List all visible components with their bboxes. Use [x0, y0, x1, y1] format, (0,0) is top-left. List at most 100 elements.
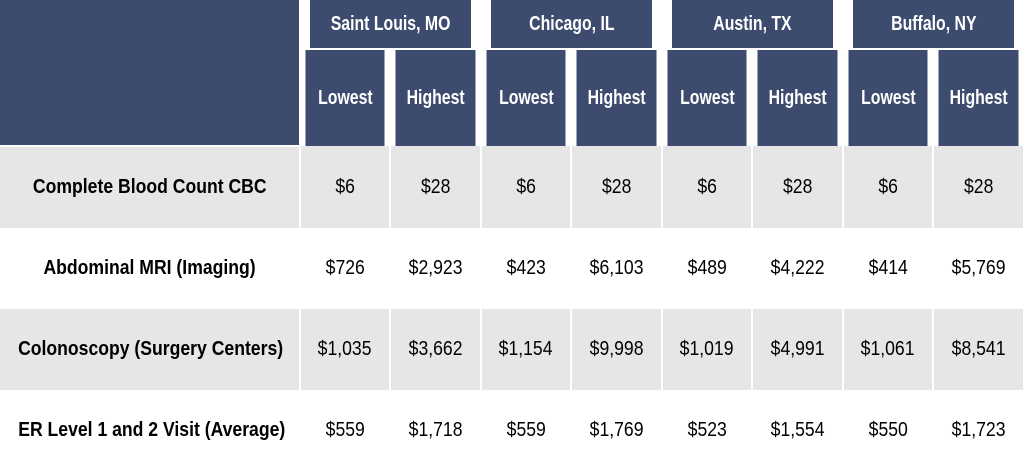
header-lowest: Lowest: [484, 49, 568, 146]
table-body: Complete Blood Count CBC $6 $28 $6 $28 $6 $28 $…: [0, 146, 1024, 470]
cell-value: $9,998: [589, 338, 644, 360]
table-cell: $550: [842, 390, 935, 470]
cell-value: $489: [687, 257, 727, 279]
cell-value: $8,541: [951, 338, 1006, 360]
table-cell: $3,662: [389, 309, 482, 390]
cell-value: $1,723: [951, 418, 1006, 441]
table-cell: $414: [842, 228, 935, 309]
header-highest: Highest: [936, 49, 1021, 146]
cell-value: $523: [687, 418, 727, 441]
cell-value: $1,019: [680, 338, 734, 360]
cell-value: $414: [868, 257, 908, 279]
cell-value: $28: [601, 175, 632, 198]
table-cell: $1,061: [842, 309, 935, 390]
table-cell: $726: [299, 228, 391, 309]
cell-value: $1,554: [770, 418, 825, 441]
header-highest: Highest: [393, 49, 478, 146]
header-lowest-label: Lowest: [860, 86, 916, 109]
row-label: Complete Blood Count CBC: [0, 146, 301, 228]
header-lowest: Lowest: [303, 49, 387, 146]
row-label: ER Level 1 and 2 Visit (Average): [0, 390, 301, 470]
cell-value: $2,923: [408, 257, 463, 279]
header-city-label: Chicago, IL: [528, 12, 615, 35]
table-row: Colonoscopy (Surgery Centers) $1,035 $3,66…: [0, 309, 1024, 390]
table-cell: $559: [480, 390, 572, 470]
row-label: Abdominal MRI (Imaging): [0, 228, 301, 309]
table-cell: $1,554: [751, 390, 845, 470]
header-lowest: Lowest: [665, 49, 749, 146]
cell-value: $559: [325, 418, 365, 441]
header-city-saint-louis: Saint Louis, MO: [308, 0, 473, 50]
table-cell: $1,154: [480, 309, 572, 390]
table-cell: $8,541: [932, 309, 1024, 390]
cell-value: $1,154: [499, 338, 553, 360]
header-city-label: Saint Louis, MO: [330, 12, 451, 35]
cell-value: $28: [782, 175, 813, 198]
header-highest-label: Highest: [768, 86, 827, 109]
header-lowest-label: Lowest: [679, 86, 735, 109]
table-cell: $1,718: [389, 390, 482, 470]
cell-value: $4,991: [770, 338, 825, 360]
table-cell: $489: [661, 228, 754, 309]
cell-value: $6: [516, 175, 536, 198]
cell-value: $559: [506, 418, 546, 441]
table-cell: $6: [299, 146, 391, 228]
cell-value: $1,035: [318, 338, 372, 360]
header-highest: Highest: [755, 49, 840, 146]
table-row: ER Level 1 and 2 Visit (Average) $559 $1,7…: [0, 390, 1024, 470]
cell-value: $28: [420, 175, 451, 198]
table-cell: $28: [389, 146, 482, 228]
table-cell: $28: [569, 146, 664, 228]
header-city-chicago: Chicago, IL: [489, 0, 654, 50]
header-city-buffalo: Buffalo, NY: [851, 0, 1016, 50]
table-cell: $1,723: [932, 390, 1024, 470]
table-cell: $6: [480, 146, 572, 228]
cell-value: $423: [506, 257, 546, 279]
table-cell: $4,222: [751, 228, 845, 309]
cell-value: $726: [325, 257, 365, 279]
header-lowest: Lowest: [846, 49, 930, 146]
table-cell: $1,769: [569, 390, 664, 470]
table-cell: $1,019: [661, 309, 754, 390]
header-highest: Highest: [574, 49, 659, 146]
table-cell: $523: [661, 390, 754, 470]
table-cell: $6: [842, 146, 935, 228]
table-cell: $2,923: [389, 228, 482, 309]
table-cell: $559: [299, 390, 391, 470]
table-cell: $28: [932, 146, 1024, 228]
row-label-text: Abdominal MRI (Imaging): [43, 257, 256, 279]
table-cell: $423: [480, 228, 572, 309]
cell-value: $6: [878, 175, 898, 198]
table-row: Abdominal MRI (Imaging) $726 $2,923 $423 $6,…: [0, 228, 1024, 309]
table-cell: $4,991: [751, 309, 845, 390]
cell-value: $3,662: [408, 338, 463, 360]
cell-value: $1,061: [861, 338, 915, 360]
header-city-austin: Austin, TX: [670, 0, 835, 50]
header-corner: [0, 0, 301, 147]
header-city-label: Buffalo, NY: [890, 12, 977, 35]
cell-value: $6: [335, 175, 355, 198]
table-cell: $6: [661, 146, 754, 228]
cell-value: $28: [963, 175, 994, 198]
cell-value: $550: [868, 418, 908, 441]
table-cell: $1,035: [299, 309, 391, 390]
table-row: Complete Blood Count CBC $6 $28 $6 $28 $6 $28 $…: [0, 146, 1024, 228]
table-cell: $9,998: [569, 309, 664, 390]
row-label-text: ER Level 1 and 2 Visit (Average): [18, 418, 286, 441]
row-label: Colonoscopy (Surgery Centers): [0, 309, 301, 390]
header-highest-label: Highest: [587, 86, 646, 109]
header-lowest-label: Lowest: [317, 86, 373, 109]
row-label-text: Complete Blood Count CBC: [32, 176, 267, 198]
row-label-text: Colonoscopy (Surgery Centers): [18, 338, 284, 360]
cell-value: $5,769: [951, 257, 1006, 279]
header-highest-label: Highest: [949, 86, 1008, 109]
header-city-label: Austin, TX: [713, 12, 792, 35]
table-cell: $6,103: [569, 228, 664, 309]
table-cell: $5,769: [932, 228, 1024, 309]
cell-value: $4,222: [770, 257, 825, 279]
cell-value: $1,769: [589, 418, 644, 441]
header-highest-label: Highest: [406, 86, 465, 109]
cell-value: $6: [697, 175, 717, 198]
